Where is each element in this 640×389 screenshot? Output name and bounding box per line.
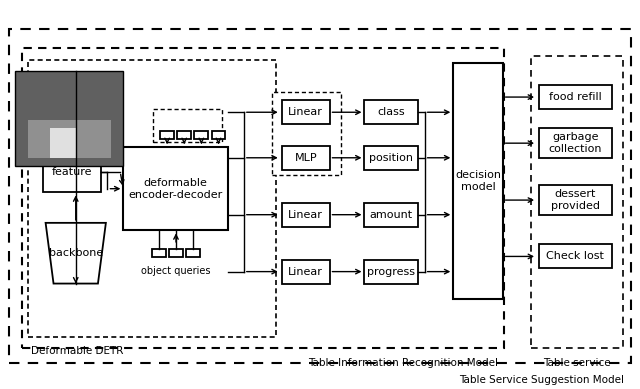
FancyBboxPatch shape xyxy=(364,146,419,170)
FancyBboxPatch shape xyxy=(160,131,174,139)
Text: amount: amount xyxy=(370,210,413,220)
FancyBboxPatch shape xyxy=(28,60,276,337)
FancyBboxPatch shape xyxy=(539,244,612,268)
FancyBboxPatch shape xyxy=(153,109,221,142)
FancyBboxPatch shape xyxy=(211,131,225,139)
Text: Table Information Recognition Model: Table Information Recognition Model xyxy=(308,357,498,368)
Bar xyxy=(28,121,111,158)
FancyBboxPatch shape xyxy=(539,128,612,158)
FancyBboxPatch shape xyxy=(43,151,101,193)
Text: feature: feature xyxy=(52,166,92,177)
FancyBboxPatch shape xyxy=(152,249,166,257)
FancyBboxPatch shape xyxy=(364,259,419,284)
Text: Linear: Linear xyxy=(288,210,323,220)
Text: object queries: object queries xyxy=(141,266,211,277)
FancyBboxPatch shape xyxy=(282,203,330,227)
FancyBboxPatch shape xyxy=(169,249,183,257)
FancyBboxPatch shape xyxy=(364,203,419,227)
Text: progress: progress xyxy=(367,266,415,277)
FancyBboxPatch shape xyxy=(22,48,504,348)
FancyBboxPatch shape xyxy=(177,131,191,139)
FancyBboxPatch shape xyxy=(9,29,631,363)
Text: backbone: backbone xyxy=(49,248,103,258)
FancyBboxPatch shape xyxy=(124,147,228,230)
FancyBboxPatch shape xyxy=(186,249,200,257)
FancyBboxPatch shape xyxy=(282,259,330,284)
Polygon shape xyxy=(45,223,106,284)
Text: Linear: Linear xyxy=(288,266,323,277)
Text: garbage
collection: garbage collection xyxy=(548,132,602,154)
Text: deformable
encoder-decoder: deformable encoder-decoder xyxy=(129,178,223,200)
Bar xyxy=(51,128,76,158)
FancyBboxPatch shape xyxy=(282,100,330,124)
Text: Deformable DETR: Deformable DETR xyxy=(31,346,124,356)
Text: decision
model: decision model xyxy=(455,170,501,192)
Text: class: class xyxy=(378,107,405,117)
FancyBboxPatch shape xyxy=(539,85,612,109)
Text: Check lost: Check lost xyxy=(547,251,604,261)
FancyBboxPatch shape xyxy=(273,92,341,175)
Bar xyxy=(15,71,124,166)
FancyBboxPatch shape xyxy=(282,146,330,170)
FancyBboxPatch shape xyxy=(539,185,612,215)
Text: Linear: Linear xyxy=(288,107,323,117)
FancyBboxPatch shape xyxy=(195,131,209,139)
Text: MLP: MLP xyxy=(294,153,317,163)
FancyBboxPatch shape xyxy=(364,100,419,124)
Text: position: position xyxy=(369,153,413,163)
Text: food refill: food refill xyxy=(549,92,602,102)
Text: dessert
provided: dessert provided xyxy=(551,189,600,211)
FancyBboxPatch shape xyxy=(453,63,502,299)
Text: Table Service Suggestion Model: Table Service Suggestion Model xyxy=(460,375,625,385)
Text: Table service: Table service xyxy=(543,357,611,368)
FancyBboxPatch shape xyxy=(531,56,623,348)
